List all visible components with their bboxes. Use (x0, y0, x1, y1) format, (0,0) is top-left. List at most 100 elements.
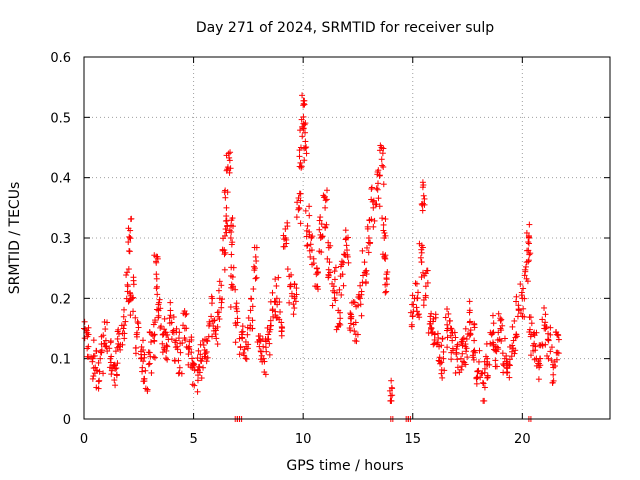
data-point-sample (323, 221, 330, 228)
data-point-sample (525, 258, 532, 265)
data-point-sample (89, 358, 96, 365)
data-point-sample (357, 282, 364, 289)
data-point (223, 204, 230, 211)
data-point-sample (513, 331, 520, 338)
data-point-sample (481, 384, 488, 391)
data-point-sample (413, 280, 420, 287)
data-point-sample (221, 251, 228, 258)
data-point-sample (458, 338, 465, 345)
data-point-sample (484, 372, 491, 379)
data-point-sample (346, 325, 353, 332)
data-point-sample (453, 351, 460, 358)
data-point-sample (153, 285, 160, 292)
data-point-sample (218, 304, 225, 311)
data-point-sample (497, 317, 504, 324)
data-point-sample (266, 340, 273, 347)
data-point-sample (148, 339, 155, 346)
data-point-sample (284, 223, 291, 230)
data-point-sample (151, 317, 158, 324)
data-point-sample (107, 338, 114, 345)
data-point-sample (117, 346, 124, 353)
data-point-sample (480, 397, 487, 404)
data-point-sample (408, 323, 415, 330)
data-point-sample (543, 323, 550, 330)
data-point-sample (539, 316, 546, 323)
data-point-sample (473, 380, 480, 387)
data-point-sample (470, 356, 477, 363)
data-point-sample (219, 296, 226, 303)
data-point-sample (481, 365, 488, 372)
data-point-sample (447, 332, 454, 339)
data-point-sample (251, 267, 258, 274)
data-point-sample (181, 308, 188, 315)
data-point-sample (223, 213, 230, 220)
data-point-sample (106, 364, 113, 371)
data-point-sample (547, 331, 554, 338)
data-point-sample (297, 127, 304, 134)
data-point-sample (436, 354, 443, 361)
data-point-sample (439, 374, 446, 381)
data-point-sample (215, 309, 222, 316)
data-point-sample (214, 341, 221, 348)
data-point-sample (495, 310, 502, 317)
y-axis-label: SRMTID / TECUs (7, 182, 23, 295)
data-point-sample (124, 269, 131, 276)
data-point-sample (167, 312, 174, 319)
data-point-sample (146, 360, 153, 367)
data-point-sample (139, 364, 146, 371)
data-point-sample (252, 253, 259, 260)
data-point-sample (542, 319, 549, 326)
data-point-sample (432, 311, 439, 318)
data-point-sample (467, 327, 474, 334)
data-point-sample (112, 348, 119, 355)
data-point (177, 349, 184, 356)
data-point-sample (216, 278, 223, 285)
data-point-sample (471, 321, 478, 328)
data-point-sample (174, 346, 181, 353)
data-point-sample (384, 269, 391, 276)
data-point-sample (194, 355, 201, 362)
data-point-sample (267, 326, 274, 333)
data-point-sample (154, 255, 161, 262)
data-point-sample (120, 313, 127, 320)
data-point-sample (440, 348, 447, 355)
data-point-sample (500, 361, 507, 368)
data-point-sample (366, 240, 373, 247)
data-point-sample (258, 352, 265, 359)
data-point-sample (487, 329, 494, 336)
data-point-sample (239, 323, 246, 330)
data-point-sample (118, 322, 125, 329)
data-point-sample (198, 375, 205, 382)
data-point-sample (368, 216, 375, 223)
data-point-sample (380, 227, 387, 234)
data-point-sample (421, 195, 428, 202)
data-point-sample (205, 322, 212, 329)
data-point-sample (236, 351, 243, 358)
data-point-sample (234, 308, 241, 315)
data-point (208, 313, 215, 320)
data-point-sample (138, 343, 145, 350)
data-point-sample (331, 295, 338, 302)
data-point-sample (132, 344, 139, 351)
data-point-sample (296, 190, 303, 197)
data-point-sample (175, 335, 182, 342)
data-point-sample (296, 147, 303, 154)
data-point-sample (420, 302, 427, 309)
data-point (370, 204, 377, 211)
data-point-sample (95, 359, 102, 366)
data-point-sample (357, 301, 364, 308)
data-point-sample (526, 221, 533, 228)
data-point-sample (95, 378, 102, 385)
data-point-sample (126, 233, 133, 240)
data-point-sample (303, 233, 310, 240)
data-point-sample (499, 322, 506, 329)
data-point-sample (280, 232, 287, 239)
data-point-sample (107, 359, 114, 366)
data-point-sample (382, 281, 389, 288)
data-point-sample (249, 303, 256, 310)
data-point (471, 337, 478, 344)
data-point-sample (489, 312, 496, 319)
data-point-sample (197, 351, 204, 358)
data-point-sample (153, 275, 160, 282)
data-point-sample (490, 320, 497, 327)
